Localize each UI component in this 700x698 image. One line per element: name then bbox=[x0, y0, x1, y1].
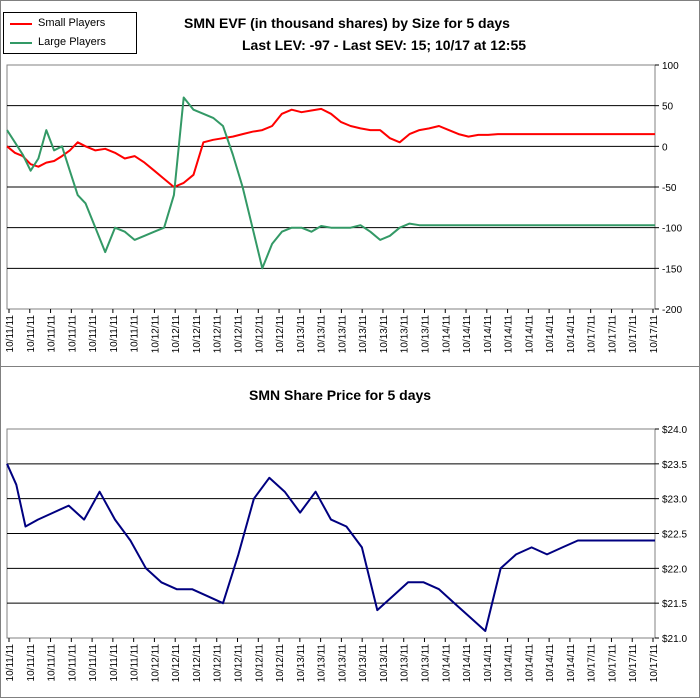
price-x-tick-label: 10/14/11 bbox=[524, 644, 535, 683]
share-price-chart: $24.0 $23.5 $23.0 $22.5 $22.0 $21.5 $21.0 10/11… bbox=[5, 425, 687, 683]
panel-divider bbox=[0, 366, 700, 367]
bottom-chart-title: SMN Share Price for 5 days bbox=[249, 387, 432, 403]
evf-x-tick-label: 10/12/11 bbox=[171, 315, 182, 354]
price-y-tick-label: $22.0 bbox=[662, 564, 687, 575]
price-x-tick-label: 10/13/11 bbox=[420, 644, 431, 683]
evf-x-tick-label: 10/14/11 bbox=[504, 315, 515, 354]
evf-y-tick-label: 100 bbox=[662, 61, 679, 72]
evf-x-tick-label: 10/12/11 bbox=[192, 315, 203, 354]
evf-y-tick-label: 50 bbox=[662, 102, 674, 113]
price-y-tick-label: $21.5 bbox=[662, 599, 687, 610]
evf-series-large-players-line bbox=[6, 96, 655, 270]
evf-x-tick-label: 10/13/11 bbox=[400, 315, 411, 354]
evf-x-tick-label: 10/11/11 bbox=[47, 315, 58, 353]
evf-x-tick-label: 10/11/11 bbox=[26, 315, 37, 353]
evf-x-tick-label: 10/14/11 bbox=[545, 315, 556, 354]
evf-x-tick-label: 10/17/11 bbox=[628, 315, 639, 354]
evf-x-tick-label: 10/14/11 bbox=[462, 315, 473, 354]
price-x-tick-label: 10/11/11 bbox=[5, 644, 16, 682]
price-x-tick-label: 10/14/11 bbox=[545, 644, 556, 683]
price-y-tick-label: $24.0 bbox=[662, 425, 687, 436]
price-x-tick-label: 10/11/11 bbox=[88, 644, 99, 682]
price-x-tick-label: 10/17/11 bbox=[607, 644, 618, 683]
top-chart-title: SMN EVF (in thousand shares) by Size for… bbox=[184, 15, 510, 31]
price-x-tick-label: 10/12/11 bbox=[275, 644, 286, 683]
price-x-tick-label: 10/13/11 bbox=[317, 644, 328, 683]
evf-x-tick-label: 10/12/11 bbox=[234, 315, 245, 354]
evf-x-tick-label: 10/13/11 bbox=[296, 315, 307, 354]
evf-x-tick-label: 10/11/11 bbox=[109, 315, 120, 353]
price-x-tick-label: 10/14/11 bbox=[483, 644, 494, 683]
price-x-tick-label: 10/11/11 bbox=[109, 644, 120, 682]
evf-x-tick-label: 10/17/11 bbox=[607, 315, 618, 354]
evf-y-tick-label: -200 bbox=[662, 305, 682, 316]
evf-x-tick-label: 10/14/11 bbox=[441, 315, 452, 354]
evf-x-tick-label: 10/11/11 bbox=[67, 315, 78, 353]
top-chart-subtitle: Last LEV: -97 - Last SEV: 15; 10/17 at 1… bbox=[242, 37, 527, 53]
evf-x-tick-label: 10/14/11 bbox=[483, 315, 494, 354]
small-players-legend-swatch bbox=[10, 23, 32, 25]
price-x-tick-label: 10/13/11 bbox=[400, 644, 411, 683]
evf-y-tick-label: 0 bbox=[662, 142, 668, 153]
price-x-tick-label: 10/14/11 bbox=[504, 644, 515, 683]
price-x-tick-label: 10/12/11 bbox=[171, 644, 182, 683]
price-x-tick-label: 10/17/11 bbox=[587, 644, 598, 683]
evf-x-tick-label: 10/12/11 bbox=[213, 315, 224, 354]
price-x-tick-label: 10/17/11 bbox=[628, 644, 639, 683]
evf-x-tick-label: 10/12/11 bbox=[275, 315, 286, 354]
price-x-tick-label: 10/12/11 bbox=[150, 644, 161, 683]
price-x-tick-label: 10/14/11 bbox=[462, 644, 473, 683]
price-y-tick-label: $22.5 bbox=[662, 530, 687, 541]
price-x-tick-label: 10/11/11 bbox=[26, 644, 37, 682]
evf-x-tick-label: 10/12/11 bbox=[150, 315, 161, 354]
evf-x-tick-label: 10/13/11 bbox=[317, 315, 328, 354]
price-x-tick-label: 10/13/11 bbox=[379, 644, 390, 683]
price-x-tick-label: 10/11/11 bbox=[130, 644, 141, 682]
large-players-legend-label: Large Players bbox=[38, 36, 106, 48]
evf-x-tick-label: 10/17/11 bbox=[649, 315, 660, 354]
price-x-tick-label: 10/12/11 bbox=[254, 644, 265, 683]
price-x-tick-label: 10/11/11 bbox=[47, 644, 58, 682]
price-y-tick-label: $23.0 bbox=[662, 495, 687, 506]
price-x-tick-label: 10/12/11 bbox=[234, 644, 245, 683]
evf-x-tick-label: 10/14/11 bbox=[524, 315, 535, 354]
price-x-tick-label: 10/13/11 bbox=[296, 644, 307, 683]
price-x-tick-label: 10/11/11 bbox=[67, 644, 78, 682]
price-x-tick-label: 10/13/11 bbox=[337, 644, 348, 683]
small-players-legend-label: Small Players bbox=[38, 17, 106, 29]
evf-series-small-players-line bbox=[6, 107, 655, 188]
price-x-tick-label: 10/13/11 bbox=[358, 644, 369, 683]
evf-y-tick-label: -50 bbox=[662, 183, 677, 194]
price-x-tick-label: 10/12/11 bbox=[192, 644, 203, 683]
price-series-price-line bbox=[6, 463, 655, 632]
evf-x-tick-label: 10/11/11 bbox=[130, 315, 141, 353]
price-x-tick-label: 10/14/11 bbox=[441, 644, 452, 683]
evf-x-tick-label: 10/13/11 bbox=[337, 315, 348, 354]
evf-x-tick-label: 10/13/11 bbox=[379, 315, 390, 354]
evf-x-tick-label: 10/14/11 bbox=[566, 315, 577, 354]
price-y-tick-label: $21.0 bbox=[662, 634, 687, 645]
large-players-legend-swatch bbox=[10, 42, 32, 44]
evf-y-tick-label: -100 bbox=[662, 224, 682, 235]
price-x-tick-label: 10/12/11 bbox=[213, 644, 224, 683]
evf-x-tick-label: 10/11/11 bbox=[88, 315, 99, 353]
price-x-tick-label: 10/14/11 bbox=[566, 644, 577, 683]
evf-y-tick-label: -150 bbox=[662, 264, 682, 275]
evf-chart: 100 50 0 -50 -100 -150 -200 10/11/11 10/11/11 10/… bbox=[5, 61, 682, 354]
evf-x-tick-label: 10/12/11 bbox=[254, 315, 265, 354]
price-y-tick-label: $23.5 bbox=[662, 460, 687, 471]
evf-x-tick-label: 10/13/11 bbox=[420, 315, 431, 354]
price-x-tick-label: 10/17/11 bbox=[649, 644, 660, 683]
legend: Small Players Large Players bbox=[3, 12, 137, 54]
evf-x-tick-label: 10/17/11 bbox=[587, 315, 598, 354]
evf-x-tick-label: 10/13/11 bbox=[358, 315, 369, 354]
evf-x-tick-label: 10/11/11 bbox=[5, 315, 16, 353]
